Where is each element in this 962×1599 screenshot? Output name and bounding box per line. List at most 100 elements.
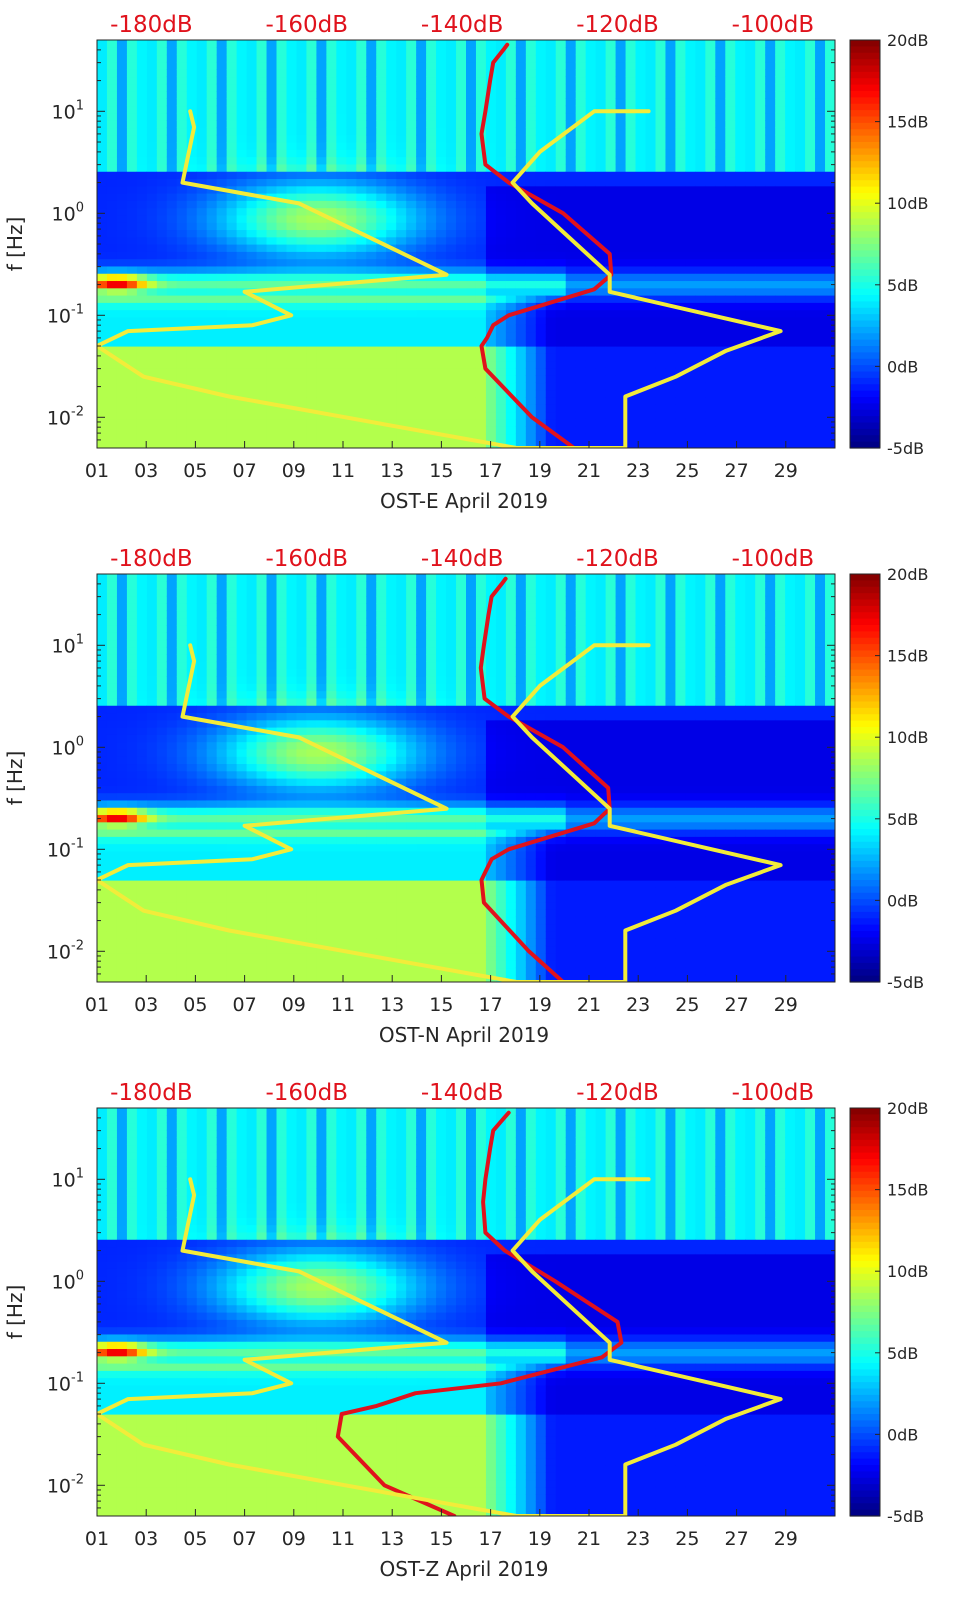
spectrogram-cell (745, 200, 756, 209)
x-tick-label: 15 (429, 460, 453, 482)
colorbar-segment (850, 173, 880, 181)
spectrogram-cell (665, 142, 677, 150)
spectrogram-cell (795, 61, 806, 70)
spectrogram-cell (396, 236, 407, 245)
spectrogram-cell (166, 193, 178, 201)
spectrogram-cell (196, 574, 208, 582)
spectrogram-cell (695, 316, 706, 325)
spectrogram-cell (286, 273, 298, 282)
spectrogram-cell (226, 214, 238, 223)
spectrogram-cell (426, 295, 437, 303)
spectrogram-cell (206, 382, 218, 391)
spectrogram-cell (276, 367, 288, 376)
spectrogram-cell (665, 61, 677, 70)
spectrogram-cell (406, 76, 417, 85)
spectrogram-cell (605, 382, 617, 391)
spectrogram-cell (805, 120, 816, 129)
spectrogram-cell (485, 112, 497, 121)
spectrogram-cell (825, 193, 835, 201)
spectrogram-cell (515, 61, 527, 70)
spectrogram-cell (645, 287, 657, 296)
spectrogram-cell (196, 397, 208, 405)
spectrogram-cell (485, 251, 497, 260)
spectrogram-cell (745, 229, 756, 238)
spectrogram-cell (196, 171, 208, 180)
spectrogram-cell (186, 91, 198, 99)
spectrogram-cell (236, 229, 248, 238)
spectrogram-cell (436, 265, 447, 274)
spectrogram-cell (356, 244, 367, 252)
spectrogram-cell (97, 719, 108, 728)
spectrogram-cell (296, 382, 308, 391)
spectrogram-cell (126, 200, 138, 209)
spectrogram-cell (555, 309, 567, 318)
spectrogram-cell (326, 54, 337, 63)
spectrogram-cell (525, 280, 537, 289)
spectrogram-cell (126, 120, 138, 129)
spectrogram-cell (555, 214, 567, 223)
spectrogram-cell (565, 397, 577, 405)
spectrogram-cell (126, 91, 138, 99)
spectrogram-cell (146, 309, 158, 318)
spectrogram-cell (106, 98, 118, 107)
spectrogram-cell (635, 265, 647, 274)
spectrogram-cell (495, 258, 507, 267)
spectrogram-cell (126, 756, 138, 765)
spectrogram-cell (765, 61, 776, 70)
spectrogram-cell (166, 646, 178, 655)
spectrogram-cell (126, 581, 138, 590)
spectrogram-cell (785, 171, 796, 180)
spectrogram-cell (156, 690, 168, 699)
spectrogram-cell (725, 411, 736, 420)
spectrogram-cell (316, 389, 327, 398)
spectrogram-cell (166, 411, 178, 420)
spectrogram-cell (146, 719, 158, 728)
spectrogram-cell (246, 222, 258, 231)
spectrogram-cell (286, 229, 298, 238)
spectrogram-cell (356, 171, 367, 180)
spectrogram-cell (525, 418, 537, 427)
spectrogram-cell (665, 98, 677, 107)
spectrogram-cell (236, 418, 248, 427)
spectrogram-cell (466, 440, 477, 448)
spectrogram-cell (256, 309, 268, 318)
spectrogram-cell (156, 338, 168, 347)
spectrogram-cell (326, 367, 337, 376)
spectrogram-cell (166, 974, 178, 982)
spectrogram-cell (755, 375, 766, 384)
spectrogram-cell (505, 98, 517, 107)
spectrogram-cell (785, 54, 796, 63)
spectrogram-cell (106, 397, 118, 405)
spectrogram-cell (336, 418, 347, 427)
spectrogram-cell (146, 581, 158, 590)
spectrogram-cell (416, 142, 427, 150)
spectrogram-cell (525, 367, 537, 376)
spectrogram-cell (196, 105, 208, 114)
spectrogram-cell (296, 346, 308, 354)
spectrogram-cell (515, 98, 527, 107)
spectrogram-cell (336, 324, 347, 333)
spectrogram-cell (515, 251, 527, 260)
spectrogram-cell (645, 69, 657, 78)
spectrogram-cell (715, 331, 726, 340)
spectrogram-cell (645, 185, 657, 194)
spectrogram-cell (765, 418, 776, 427)
spectrogram-cell (196, 236, 208, 245)
spectrogram-cell (416, 222, 427, 231)
spectrogram-cell (97, 581, 108, 590)
spectrogram-cell (615, 382, 627, 391)
spectrogram-cell (555, 258, 567, 267)
spectrogram-cell (815, 309, 826, 318)
spectrogram-cell (206, 236, 218, 245)
spectrogram-cell (795, 258, 806, 267)
spectrogram-cell (805, 273, 816, 282)
spectrogram-cell (475, 273, 487, 282)
spectrogram-cell (276, 149, 288, 158)
spectrogram-cell (156, 676, 168, 684)
spectrogram-cell (116, 763, 128, 772)
spectrogram-cell (755, 411, 766, 420)
spectrogram-cell (595, 47, 607, 56)
spectrogram-cell (436, 367, 447, 376)
spectrogram-cell (535, 389, 547, 398)
colorbar-segment (850, 122, 880, 130)
